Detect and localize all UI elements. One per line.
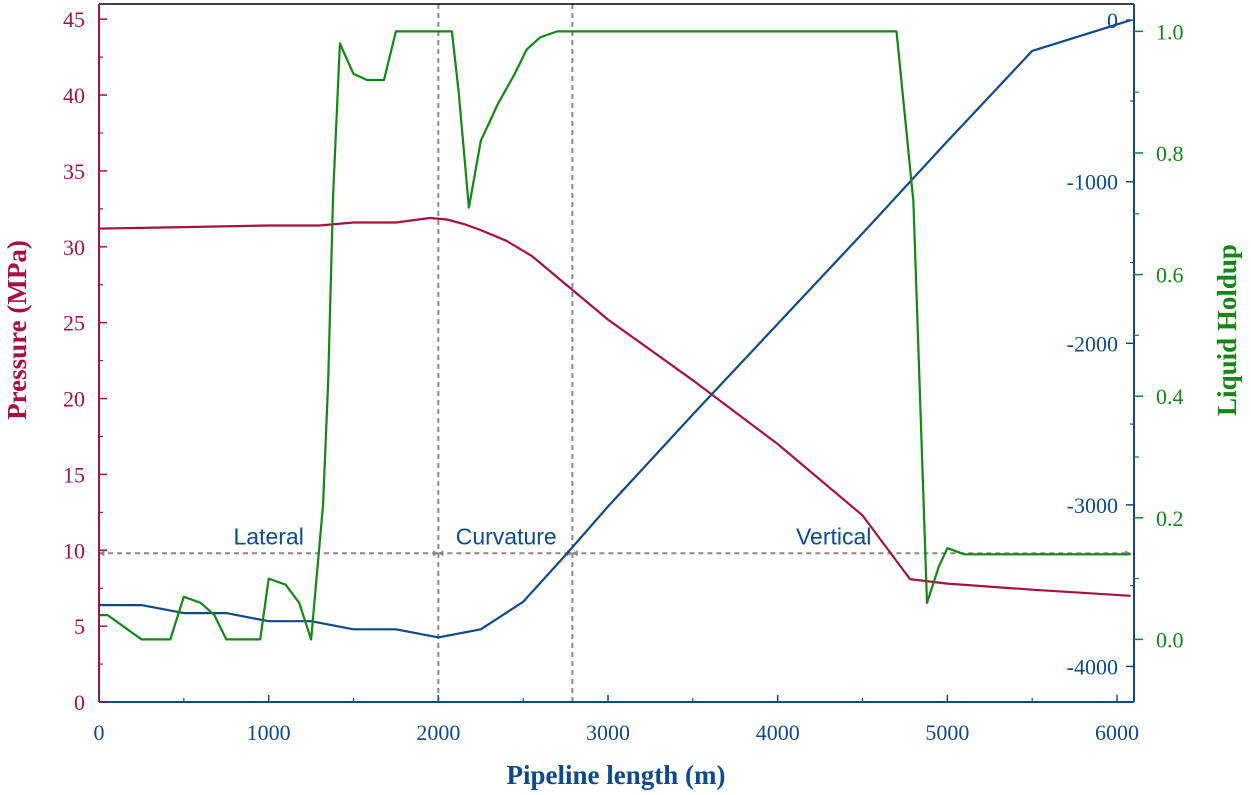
depth-tick-label: 0: [1107, 8, 1118, 33]
left-tick-label: 25: [63, 311, 85, 336]
region-dividers: [437, 4, 574, 702]
left-tick-label: 45: [63, 7, 85, 32]
x-tick-label: 6000: [1095, 720, 1139, 745]
region-annotations: Lateral Curvature Vertical: [98, 523, 1132, 557]
holdup-tick-label: 0.4: [1156, 384, 1184, 409]
depth-tick-label: -2000: [1067, 331, 1118, 356]
left-tick-label: 5: [74, 614, 85, 639]
left-axis-title: Pressure (MPa): [2, 240, 32, 420]
holdup-tick-label: 0.6: [1156, 263, 1184, 288]
holdup-tick-label: 1.0: [1156, 19, 1184, 44]
x-tick-label: 2000: [416, 720, 460, 745]
left-tick-label: 40: [63, 83, 85, 108]
left-tick-label: 0: [74, 690, 85, 715]
x-tick-label: 5000: [925, 720, 969, 745]
holdup-axis-title: Liquid Holdup: [1212, 244, 1242, 416]
left-tick-label: 15: [63, 462, 85, 487]
holdup-tick-label: 0.8: [1156, 141, 1184, 166]
left-tick-label: 35: [63, 159, 85, 184]
series-line-pressure: [98, 216, 1131, 597]
depth-tick-label: -3000: [1067, 493, 1118, 518]
depth-tick-label: -1000: [1067, 170, 1118, 195]
left-tick-label: 10: [63, 538, 85, 563]
x-tick-label: 0: [94, 720, 105, 745]
left-tick-label: 30: [63, 235, 85, 260]
region-label: Vertical: [796, 523, 871, 549]
series-line-depth: [99, 19, 1131, 639]
depth-tick-label: -4000: [1067, 654, 1118, 679]
holdup-tick-label: 0.0: [1156, 627, 1184, 652]
x-tick-label: 4000: [756, 720, 800, 745]
holdup-tick-label: 0.2: [1156, 506, 1184, 531]
left-tick-label: 20: [63, 387, 85, 412]
region-label: Lateral: [234, 523, 304, 549]
x-tick-label: 3000: [586, 720, 630, 745]
series-line-liquid-holdup: [99, 30, 1131, 641]
region-label: Curvature: [456, 523, 557, 549]
x-axis-title: Pipeline length (m): [507, 760, 726, 790]
series-lines: [98, 19, 1131, 641]
axes-ticks: 0 1000 2000 3000 4000 5000 6000 0 5 10 15 20 25 30 35 4…: [63, 7, 1184, 745]
x-tick-label: 1000: [247, 720, 291, 745]
